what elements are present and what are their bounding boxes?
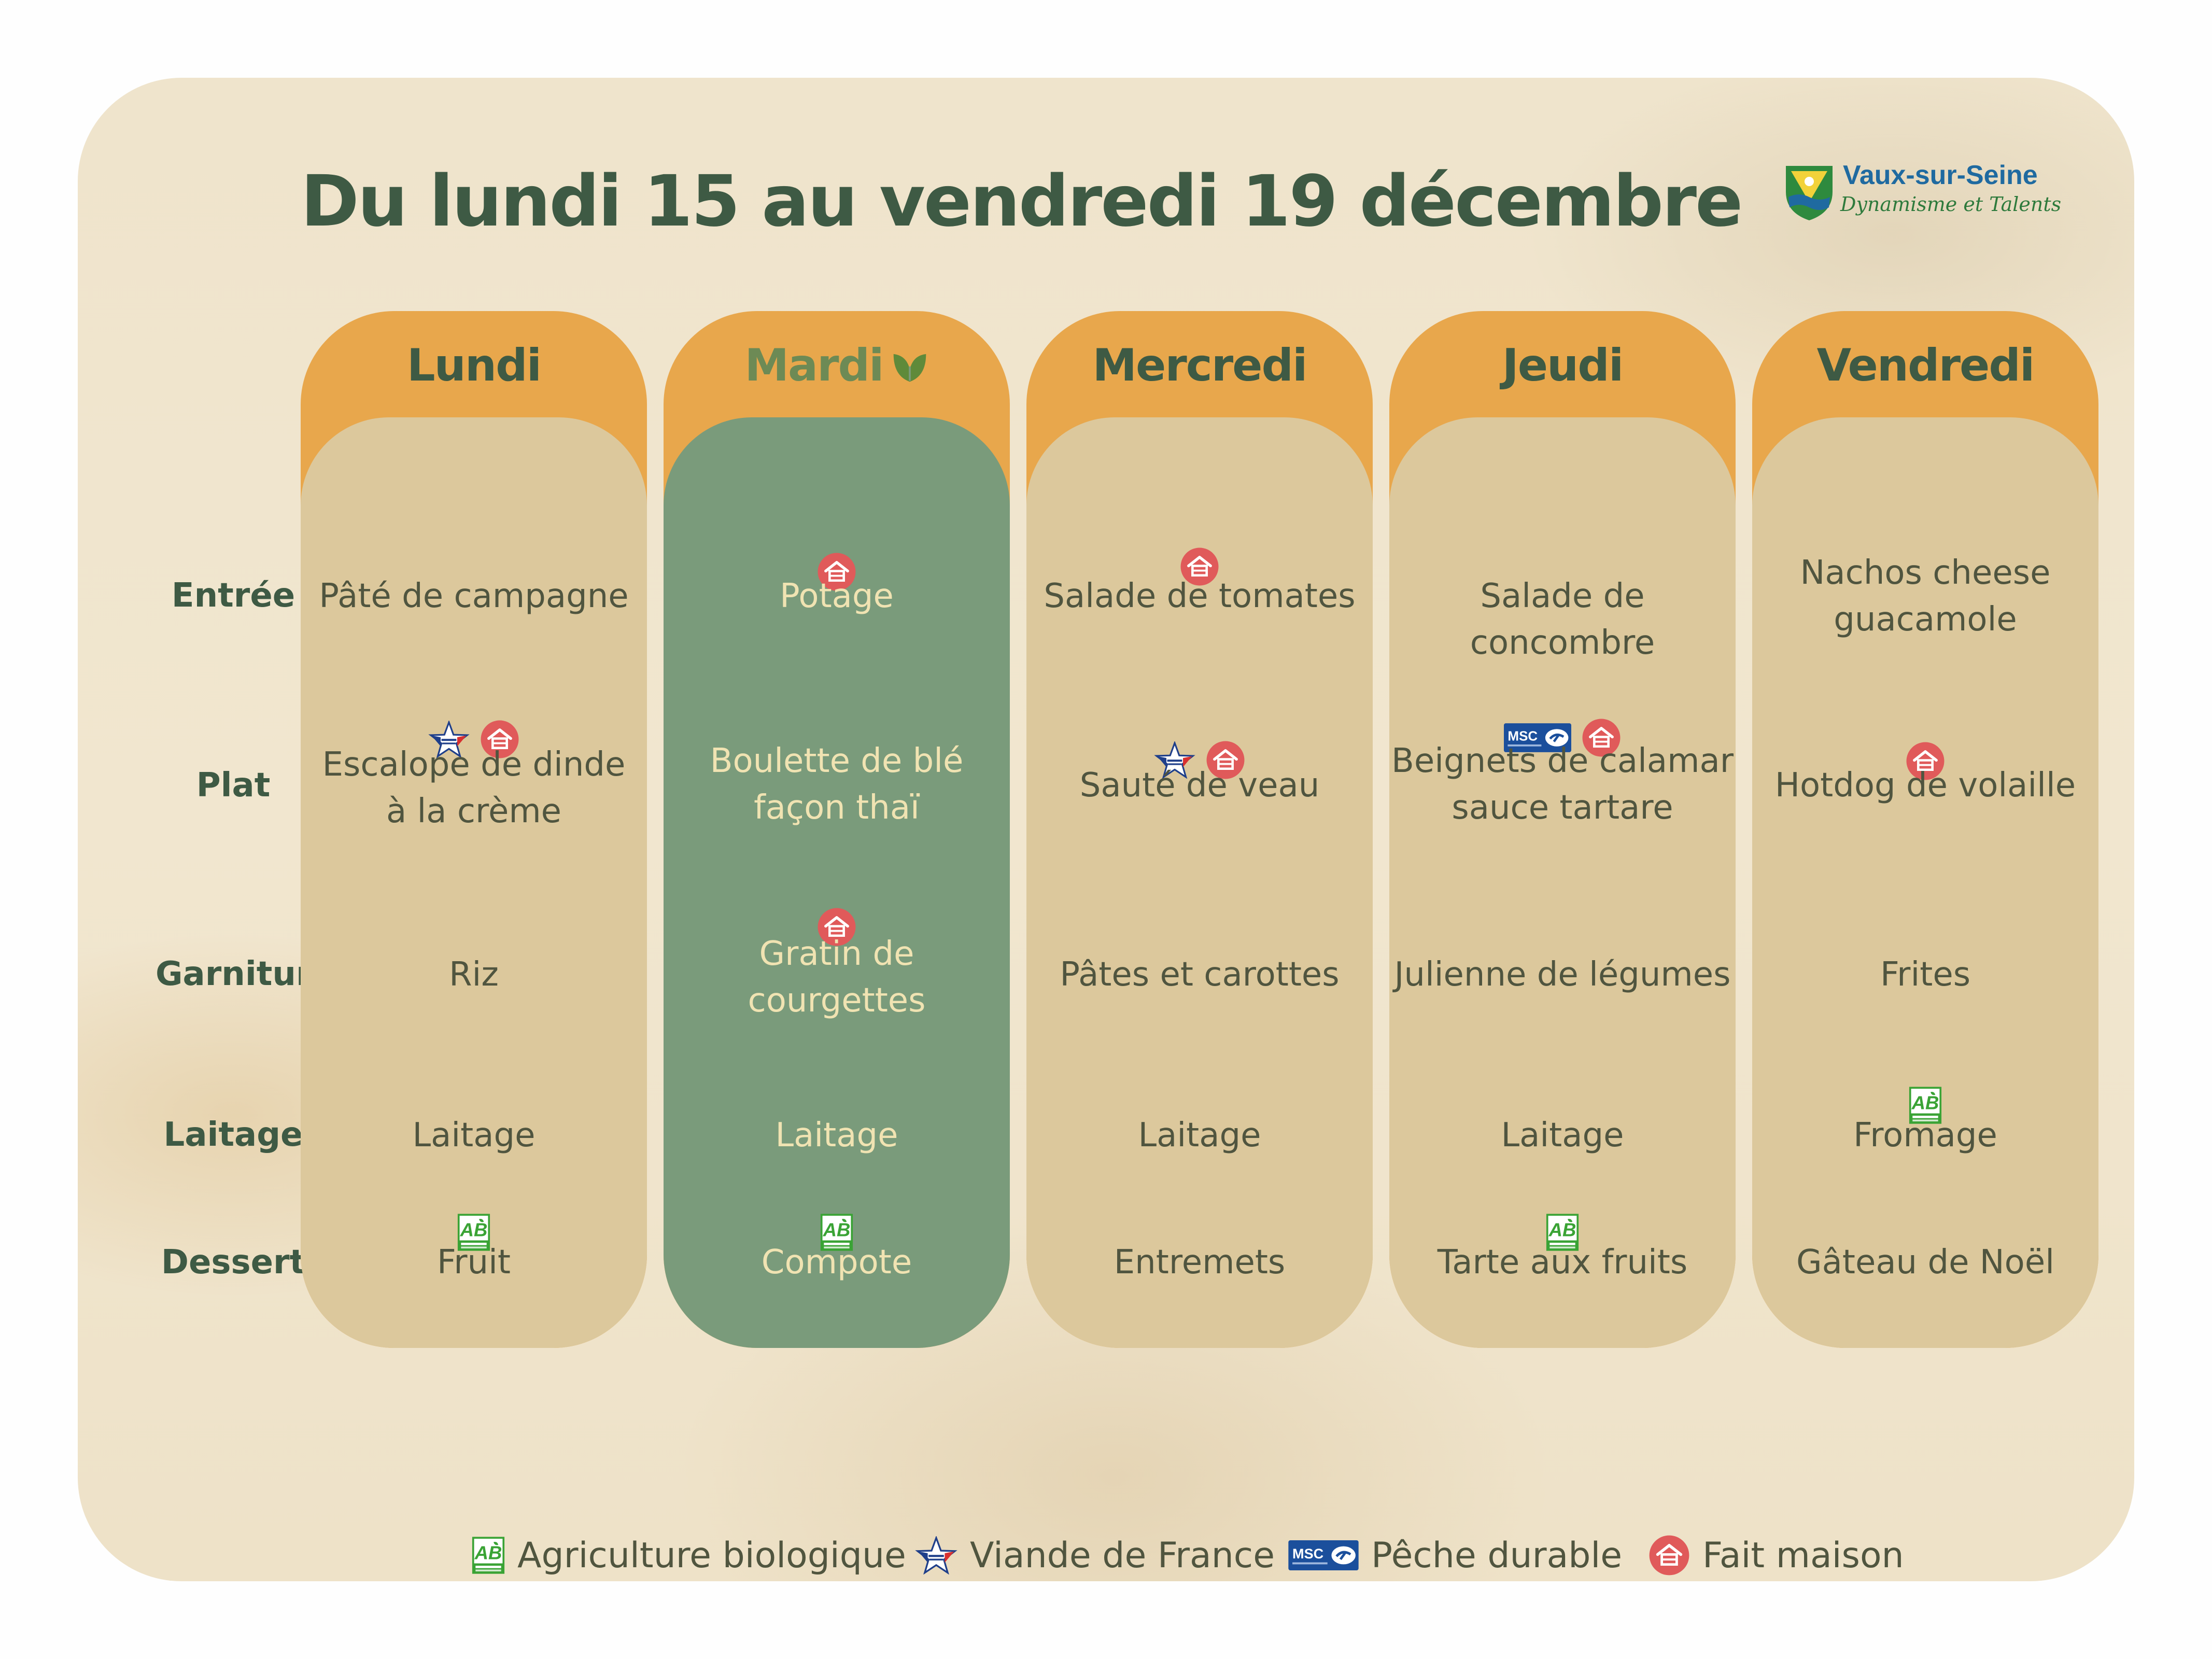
dish-entree: Potage [780,577,894,615]
dish-entree-line2: guacamole [1834,600,2017,639]
peche-durable-icon [1288,1540,1359,1570]
dish-dessert: Fruit [437,1243,511,1282]
leaf-icon [893,354,926,382]
dish-plat-line2: à la crème [386,792,562,831]
dish-plat: Hotdog de volaille [1774,766,2076,805]
day-body [1389,417,1736,1348]
page-title: Du lundi 15 au vendredi 19 décembre [301,161,1743,243]
day-column-lundi: Lundi Pâté de campagne Escalope de dinde… [301,311,647,1348]
dish-dessert: Gâteau de Noël [1796,1243,2054,1282]
dish-garniture: Pâtes et carottes [1060,955,1340,994]
legend-item-peche: Pêche durable [1288,1529,1622,1581]
dish-dessert: Tarte aux fruits [1437,1243,1688,1282]
day-body [1752,417,2098,1348]
day-column-vendredi: Vendredi Nachos cheese guacamole Hotdog … [1752,311,2098,1348]
town-crest-icon [1786,166,1833,220]
dish-laitage: Laitage [1501,1116,1624,1155]
row-label-entree: Entrée [171,577,295,615]
legend-label: Agriculture biologique [517,1535,906,1576]
dish-plat-line2: sauce tartare [1452,789,1673,827]
dish-laitage: Fromage [1853,1116,1997,1155]
day-column-jeudi: Jeudi Salade de concombre Beignets de ca… [1389,311,1736,1348]
viande-de-france-icon [915,1536,957,1574]
legend-item-viande: Viande de France [915,1529,1275,1581]
dish-plat: Sauté de veau [1079,766,1320,805]
dish-entree-line1: Nachos cheese [1800,554,2051,592]
dish-plat-line1: Escalope de dinde [322,746,626,784]
logo-slogan: Dynamisme et Talents [1840,193,2062,216]
row-label-dessert: Dessert [161,1243,306,1282]
dish-plat-line1: Boulette de blé [710,742,964,780]
dish-laitage: Laitage [775,1116,898,1155]
row-label-garniture: Garniture [156,955,335,993]
fait-maison-icon [1649,1535,1690,1576]
dish-laitage: Laitage [1138,1116,1261,1155]
dish-garniture: Frites [1880,955,1971,994]
day-name-text: Mardi [744,340,884,391]
day-name: Mercredi [1092,340,1307,391]
dish-plat-line2: façon thaï [754,789,920,827]
menu-card: Du lundi 15 au vendredi 19 décembre Vaux… [78,78,2134,1581]
logo-name: Vaux-sur-Seine [1843,160,2038,190]
dish-garniture-line1: Gratin de [759,935,914,973]
agriculture-biologique-icon [472,1535,505,1576]
day-body [301,417,647,1348]
day-column-mercredi: Mercredi Salade de tomates Sauté de veau… [1026,311,1373,1348]
dish-entree: Salade de tomates [1044,577,1356,615]
town-logo: Vaux-sur-Seine Dynamisme et Talents [1783,156,2061,233]
dish-garniture-line2: courgettes [748,981,926,1020]
day-name: Vendredi [1816,340,2035,391]
legend-label: Fait maison [1702,1535,1904,1576]
dish-entree: Pâté de campagne [319,577,629,615]
dish-entree: Salade de concombre [1470,577,1655,662]
day-column-mardi: Mardi Potage Boulette de blé façon thaï … [664,311,1010,1348]
dish-dessert: Compote [761,1243,912,1282]
dish-plat-line1: Beignets de calamar [1391,742,1734,780]
legend-item-bio: Agriculture biologique [472,1529,906,1581]
dish-garniture: Julienne de légumes [1394,955,1731,994]
legend-item-fait-maison: Fait maison [1649,1529,1904,1581]
row-label-laitage: Laitage [163,1116,303,1154]
dish-dessert: Entremets [1114,1243,1286,1282]
legend-label: Pêche durable [1371,1535,1623,1576]
day-name: Mardi [664,340,1010,391]
dish-garniture: Riz [449,955,499,994]
row-label-plat: Plat [196,766,271,805]
day-name: Lundi [406,340,542,391]
legend-label: Viande de France [970,1535,1275,1576]
dish-laitage: Laitage [412,1116,536,1155]
day-name: Jeudi [1502,340,1624,391]
